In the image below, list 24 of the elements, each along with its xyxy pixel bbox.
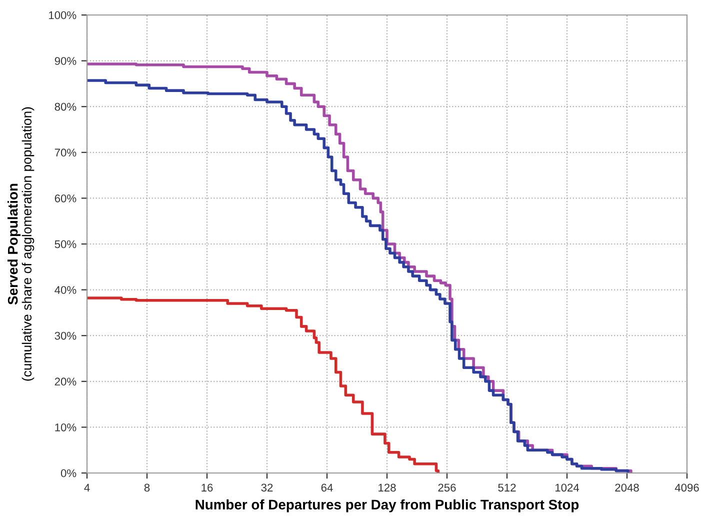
y-tick-label: 0% bbox=[60, 469, 76, 478]
x-tick-label: 256 bbox=[438, 484, 456, 492]
x-tick-label: 64 bbox=[321, 484, 333, 492]
y-axis-title: Served Population (cumulative share of agglomeration population) bbox=[8, 107, 34, 381]
x-tick-label: 32 bbox=[261, 484, 273, 492]
y-tick-label: 90% bbox=[54, 57, 76, 65]
x-tick-label: 128 bbox=[378, 484, 396, 492]
y-tick-label: 20% bbox=[54, 378, 76, 386]
x-tick-label: 4096 bbox=[674, 484, 699, 492]
x-tick-label: 4 bbox=[84, 484, 90, 492]
y-tick-label: 80% bbox=[54, 102, 76, 111]
x-axis-title: Number of Departures per Day from Public Transport Stop bbox=[196, 499, 579, 512]
x-tick-label: 1024 bbox=[555, 484, 580, 492]
y-tick-label: 60% bbox=[54, 194, 76, 202]
y-tick-label: 10% bbox=[55, 423, 76, 432]
y-tick-label: 30% bbox=[54, 332, 76, 340]
y-tick-label: 50% bbox=[54, 240, 76, 248]
x-tick-label: 8 bbox=[144, 484, 150, 492]
x-tick-label: 512 bbox=[498, 484, 516, 492]
x-tick-label: 16 bbox=[202, 484, 213, 492]
y-tick-label: 40% bbox=[54, 286, 76, 294]
x-tick-label: 2048 bbox=[615, 484, 639, 492]
y-tick-label: 100% bbox=[49, 11, 76, 20]
y-tick-label: 70% bbox=[54, 148, 76, 157]
